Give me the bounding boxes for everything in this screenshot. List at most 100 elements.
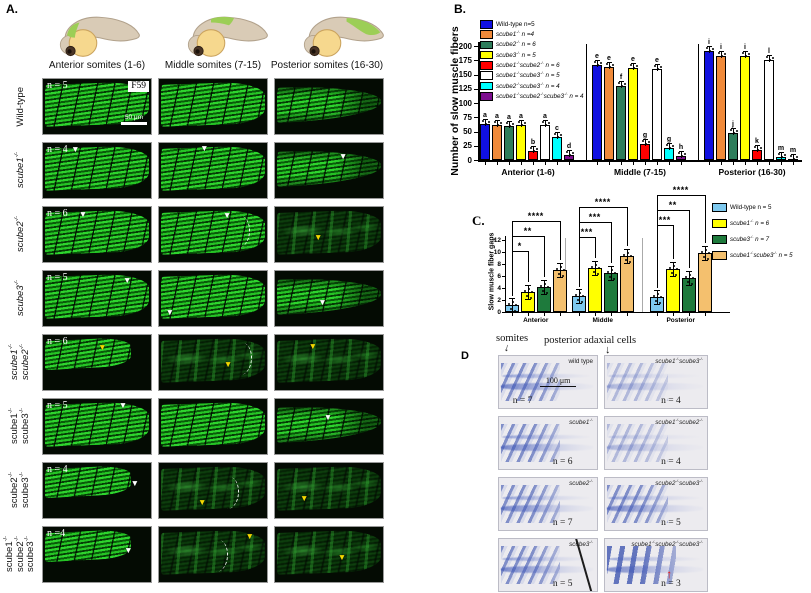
- b-y-tick-label: 50: [463, 127, 472, 136]
- b-error-bar: [557, 132, 558, 140]
- b-x-tick: [645, 161, 646, 165]
- b-data-point: [542, 121, 544, 124]
- b-bar: [604, 67, 614, 160]
- column-header-anterior: Anterior somites (1-6): [48, 60, 146, 71]
- c-y-tick: [502, 312, 505, 313]
- c-data-point: [702, 256, 705, 259]
- b-y-axis: [478, 42, 480, 160]
- b-error-bar: [769, 54, 770, 62]
- b-legend-entry: scube2-/-scube3-/- n = 4: [480, 82, 584, 91]
- row-genotype-label: scube1-/- scube2-/- scube3-/-: [0, 526, 41, 583]
- b-significance-letter: g: [666, 136, 672, 144]
- sample-count-label: n = 4: [47, 144, 68, 155]
- b-error-bar: [485, 119, 486, 127]
- b-error-bar: [733, 127, 734, 135]
- b-significance-letter: j: [732, 120, 734, 128]
- c-legend-entry: scube3-/- n = 7: [712, 235, 793, 244]
- insitu-image-3-1: scube2-/- n = 7: [498, 477, 598, 531]
- sample-count-label: n = 5: [661, 518, 681, 528]
- c-legend-entry: Wild-type n = 5: [712, 203, 793, 212]
- yellow-arrowhead-icon: ▼: [299, 492, 309, 503]
- b-error-bar: [793, 153, 794, 161]
- micrograph-row1-col1: n = 5 F59 50 μm: [42, 78, 152, 135]
- fiber-texture: [161, 465, 265, 512]
- c-error-cap: [575, 288, 582, 290]
- micrograph-row6-col3: ▼: [274, 398, 384, 455]
- d-image-grid: wild type n = 7 100 μm scube1-/-scube3-/- n …: [498, 355, 710, 593]
- c-data-point: [527, 287, 530, 290]
- c-y-tick-label: 6: [497, 272, 501, 280]
- b-error-bar: [497, 120, 498, 128]
- scale-bar-line: [540, 385, 577, 388]
- b-error-cap: [630, 62, 636, 64]
- genotype-line: scube1-/-: [2, 536, 15, 573]
- b-legend-swatch: [480, 30, 493, 39]
- c-error-bar: [672, 261, 674, 276]
- c-legend-swatch: [712, 219, 727, 228]
- c-x-axis: [505, 312, 730, 314]
- micrograph-row5-col1: n = 6 ▼: [42, 334, 152, 391]
- b-bar: [704, 51, 714, 160]
- b-error-cap: [706, 46, 712, 48]
- b-data-point: [518, 121, 520, 124]
- scale-bar: 100 μm: [540, 376, 577, 388]
- micrograph-row2-col3: ▼: [274, 142, 384, 199]
- sample-count-label: n = 5: [47, 80, 68, 91]
- c-sig-bracket: [594, 237, 596, 258]
- b-data-point: [718, 51, 720, 54]
- b-legend-label: scube1-/-scube2-/- n = 6: [496, 60, 560, 69]
- c-data-point: [543, 282, 546, 285]
- c-sig-bracket: [656, 195, 705, 197]
- b-data-point: [793, 157, 795, 160]
- b-data-point: [548, 122, 550, 125]
- stain-fade: [499, 539, 597, 591]
- c-sig-bracket: [543, 236, 545, 277]
- b-error-cap: [718, 50, 724, 52]
- b-data-point: [772, 56, 774, 59]
- b-significance-letter: e: [631, 55, 635, 63]
- b-data-point: [736, 129, 738, 132]
- b-data-point: [654, 64, 656, 67]
- b-data-point: [645, 143, 647, 146]
- b-data-point: [660, 65, 662, 68]
- embryo-diagram-posterior: [303, 16, 384, 57]
- genotype-label: scube2-/-: [569, 478, 593, 487]
- c-group-divider: [642, 238, 643, 312]
- sample-count-label: n = 7: [552, 518, 573, 528]
- green-somite-region: [346, 18, 381, 36]
- b-bar: [728, 132, 738, 160]
- b-data-point: [672, 145, 674, 148]
- b-bar: [628, 67, 638, 160]
- genotype-line: scube3-/-: [24, 536, 37, 573]
- c-error-cap: [540, 279, 547, 281]
- micrograph-row5-col3: ▼: [274, 334, 384, 391]
- genotype-label: scube1-/-: [569, 417, 593, 426]
- c-data-point: [675, 267, 678, 270]
- yellow-arrowhead-icon: ▼: [98, 341, 107, 352]
- b-significance-letter: i: [720, 43, 722, 51]
- b-error-bar: [609, 62, 610, 70]
- b-y-tick: [474, 117, 478, 119]
- c-y-tick-label: 12: [493, 236, 501, 244]
- b-data-point: [681, 155, 683, 157]
- insitu-image-3-2: scube2-/-scube3-/- n = 5: [604, 477, 708, 531]
- b-y-tick: [474, 145, 478, 147]
- c-data-point: [546, 285, 549, 288]
- sample-count-label: n = 4: [661, 457, 681, 467]
- b-error-bar: [669, 143, 670, 151]
- c-y-axis: [505, 236, 507, 312]
- b-data-point: [721, 54, 723, 57]
- b-data-point: [554, 133, 556, 136]
- b-error-cap: [566, 149, 572, 151]
- b-y-tick-label: 200: [458, 41, 472, 51]
- genotype-line: scube3-/-: [13, 280, 26, 317]
- micrograph-row2-col1: n = 4 ▼: [42, 142, 152, 199]
- b-data-point: [757, 148, 759, 151]
- c-data-point: [684, 276, 687, 279]
- adaxial-annotation: posterior adaxial cells: [544, 335, 637, 346]
- b-x-tick: [545, 161, 546, 165]
- scale-bar-line: [121, 122, 147, 125]
- b-bar-chart: 0 25 50 75 100 125 150 175 200 a e i a e i a f j a e i b g k a e l…: [440, 0, 811, 197]
- b-x-tick: [709, 161, 710, 165]
